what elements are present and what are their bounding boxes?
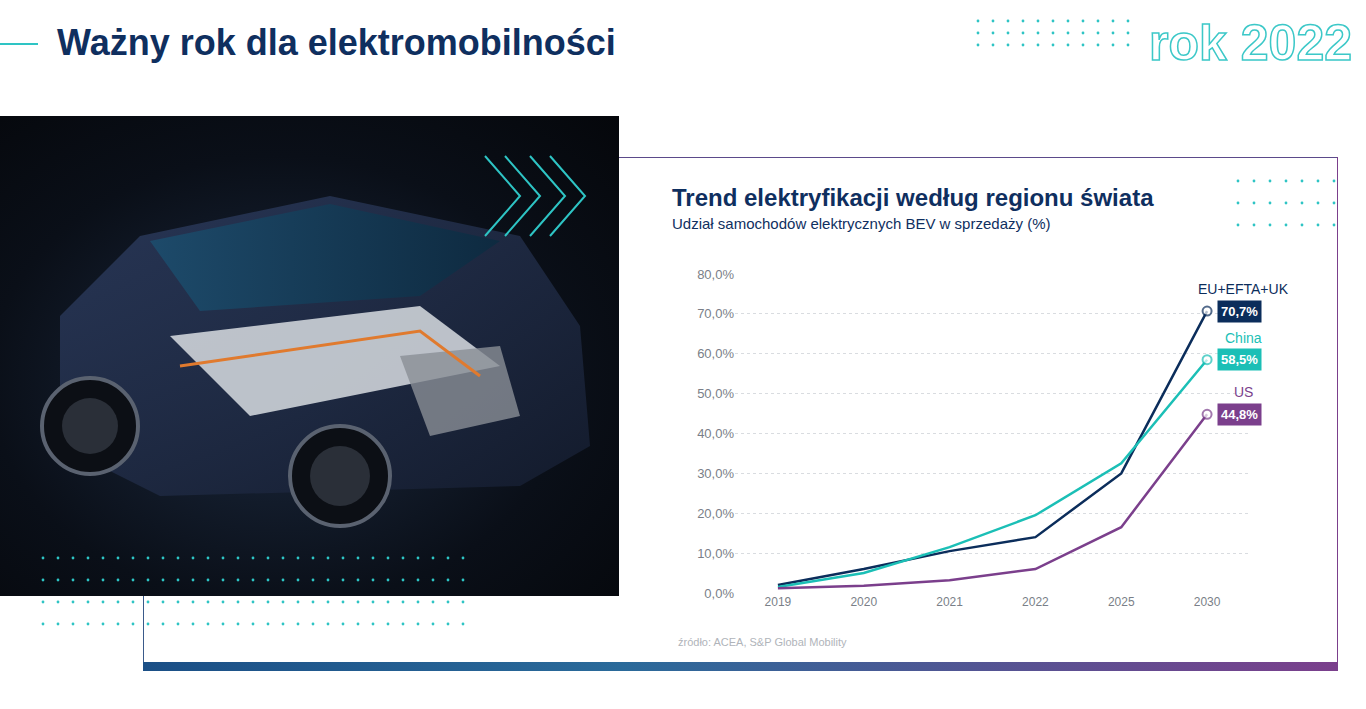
svg-text:70,7%: 70,7% [1221, 304, 1258, 319]
svg-text:2030: 2030 [1194, 595, 1221, 609]
svg-text:40,0%: 40,0% [697, 426, 734, 441]
svg-text:80,0%: 80,0% [697, 267, 734, 282]
svg-text:US: US [1234, 384, 1253, 400]
svg-text:2019: 2019 [765, 595, 792, 609]
svg-text:30,0%: 30,0% [697, 466, 734, 481]
html-text:Udział samochodów elektrycznyc: Udział samochodów elektrycznych BEV w sp… [672, 215, 1051, 232]
svg-text:2022: 2022 [1022, 595, 1049, 609]
svg-text:58,5%: 58,5% [1221, 352, 1258, 367]
svg-text:60,0%: 60,0% [697, 346, 734, 361]
svg-text:0,0%: 0,0% [704, 586, 734, 601]
svg-text:50,0%: 50,0% [697, 386, 734, 401]
html-text:rok 2022: rok 2022 [1149, 15, 1352, 71]
svg-text:2025: 2025 [1108, 595, 1135, 609]
svg-text:EU+EFTA+UK: EU+EFTA+UK [1198, 281, 1289, 297]
svg-text:10,0%: 10,0% [697, 546, 734, 561]
html-text:Trend elektryfikacji według re: Trend elektryfikacji według regionu świa… [672, 184, 1154, 211]
svg-text:2021: 2021 [936, 595, 963, 609]
html-text:Ważny rok dla elektromobilnośc: Ważny rok dla elektromobilności [57, 22, 616, 63]
svg-text:44,8%: 44,8% [1221, 407, 1258, 422]
html-text:źródło: ACEA, S&P Global Mobil: źródło: ACEA, S&P Global Mobility [678, 636, 847, 648]
svg-text:20,0%: 20,0% [697, 506, 734, 521]
svg-text:China: China [1225, 330, 1262, 346]
svg-text:70,0%: 70,0% [697, 306, 734, 321]
svg-text:2020: 2020 [850, 595, 877, 609]
